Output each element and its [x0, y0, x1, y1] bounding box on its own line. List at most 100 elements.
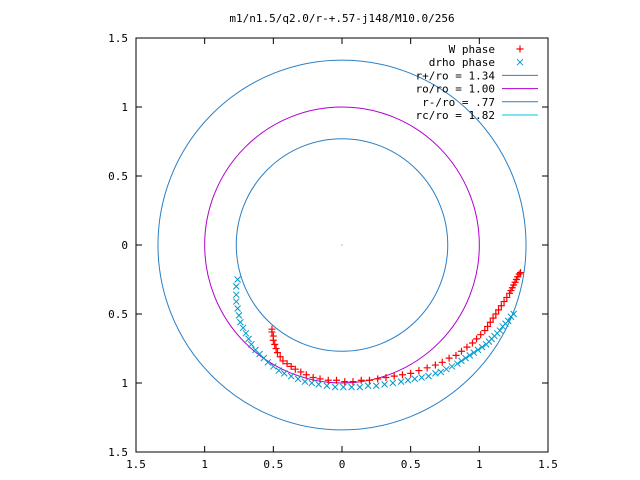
drho-phase-point — [323, 382, 331, 390]
drho-phase-point — [466, 352, 474, 359]
drho-phase-point — [234, 305, 241, 312]
w-phase-point — [489, 314, 497, 322]
w-phase-point — [477, 331, 485, 339]
x-tick-label: 0.5 — [401, 458, 421, 471]
drho-phase-point — [397, 378, 405, 385]
w-phase-point — [269, 332, 277, 340]
w-phase-point — [283, 360, 291, 368]
w-phase-point — [457, 347, 465, 355]
drho-phase-point — [269, 363, 277, 370]
x-tick-label: 0.5 — [263, 458, 283, 471]
x-tick-label: 1.5 — [538, 458, 558, 471]
w-phase-point — [272, 345, 280, 352]
drho-phase-point — [237, 318, 244, 326]
y-tick-label: 0.5 — [108, 170, 128, 183]
drho-phase-point — [315, 381, 323, 388]
x-tick-label: 1 — [201, 458, 208, 471]
drho-phase-point — [364, 382, 372, 390]
legend-label: r+/ro = 1.34 — [416, 69, 496, 82]
w-phase-point — [452, 351, 460, 359]
drho-phase-point — [287, 372, 295, 380]
w-phase-point — [497, 302, 505, 310]
w-phase-point — [463, 343, 471, 351]
drho-phase-point — [232, 283, 240, 290]
legend-cross-marker — [516, 58, 524, 66]
w-phase-point — [316, 375, 324, 383]
axis-ticks: 1.5 1 0.5 0 0.5 1 1.51.510.500.511.5 — [108, 32, 558, 471]
drho-phase-point — [280, 369, 288, 377]
w-phase-point — [291, 365, 299, 373]
data-series — [232, 269, 525, 391]
drho-phase-point — [301, 378, 309, 385]
drho-phase-point — [389, 379, 397, 387]
w-phase-point — [517, 269, 525, 277]
w-phase-point — [333, 376, 341, 384]
w-phase-point — [438, 358, 446, 366]
w-phase-point — [484, 322, 492, 330]
drho-phase-point — [235, 312, 243, 319]
drho-phase-point — [507, 313, 515, 321]
reference-circle-0 — [157, 59, 527, 431]
w-phase-point — [324, 376, 332, 384]
w-phase-point — [481, 327, 489, 335]
w-phase-point — [500, 298, 508, 306]
w-phase-point — [271, 340, 279, 348]
w-phase-point — [309, 373, 317, 381]
w-phase-point — [407, 369, 415, 377]
drho-phase-point — [437, 368, 445, 376]
w-phase-point — [302, 371, 310, 379]
drho-phase-point — [372, 382, 380, 390]
drho-phase-point — [432, 369, 439, 377]
y-tick-label: 1 — [121, 377, 128, 390]
drho-phase-point — [443, 365, 450, 373]
drho-phase-point — [478, 343, 486, 351]
drho-phase-point — [411, 375, 419, 383]
chart-title: m1/n1.5/q2.0/r-+.57-j148/M10.0/256 — [229, 12, 454, 25]
w-phase-series — [268, 269, 525, 386]
y-tick-label: 1.5 — [108, 446, 128, 459]
drho-phase-point — [294, 375, 302, 383]
y-tick-label: 1.5 — [108, 32, 128, 45]
drho-phase-point — [418, 374, 426, 381]
drho-phase-point — [348, 383, 355, 391]
y-tick-label: 1 — [121, 101, 128, 114]
drho-phase-point — [482, 341, 490, 348]
w-phase-point — [357, 376, 365, 384]
drho-phase-point — [448, 363, 456, 370]
drho-phase-point — [232, 298, 240, 305]
drho-phase-point — [232, 291, 240, 299]
w-phase-point — [341, 378, 349, 386]
w-phase-point — [297, 368, 305, 376]
w-phase-point — [503, 293, 511, 301]
legend-label: rc/ro = 1.82 — [416, 109, 495, 122]
x-tick-label: 1.5 — [126, 458, 146, 471]
drho-phase-point — [331, 383, 339, 391]
drho-phase-point — [499, 323, 507, 330]
legend-label: r-/ro = .77 — [422, 96, 495, 109]
drho-phase-point — [248, 341, 255, 348]
w-phase-point — [492, 310, 500, 318]
drho-phase-point — [356, 383, 364, 391]
drho-phase-point — [242, 329, 250, 337]
y-tick-label: 0 — [121, 239, 128, 252]
drho-phase-point — [462, 354, 469, 362]
w-phase-point — [398, 371, 406, 379]
w-phase-point — [445, 354, 453, 362]
origin-dot — [341, 244, 343, 246]
w-phase-point — [415, 367, 423, 375]
reference-circle-1 — [204, 106, 480, 384]
drho-phase-point — [458, 357, 465, 365]
legend-label: ro/ro = 1.00 — [416, 83, 495, 96]
w-phase-point — [473, 335, 481, 343]
drho-phase-point — [474, 346, 482, 354]
legend-plus-marker — [516, 45, 524, 53]
drho-phase-point — [239, 324, 247, 332]
w-phase-point — [423, 364, 431, 372]
w-phase-point — [374, 375, 382, 383]
w-phase-point — [382, 373, 390, 381]
legend-label: drho phase — [429, 56, 495, 69]
reference-circle-2 — [235, 138, 449, 352]
w-phase-point — [486, 318, 494, 326]
w-phase-point — [287, 362, 295, 370]
